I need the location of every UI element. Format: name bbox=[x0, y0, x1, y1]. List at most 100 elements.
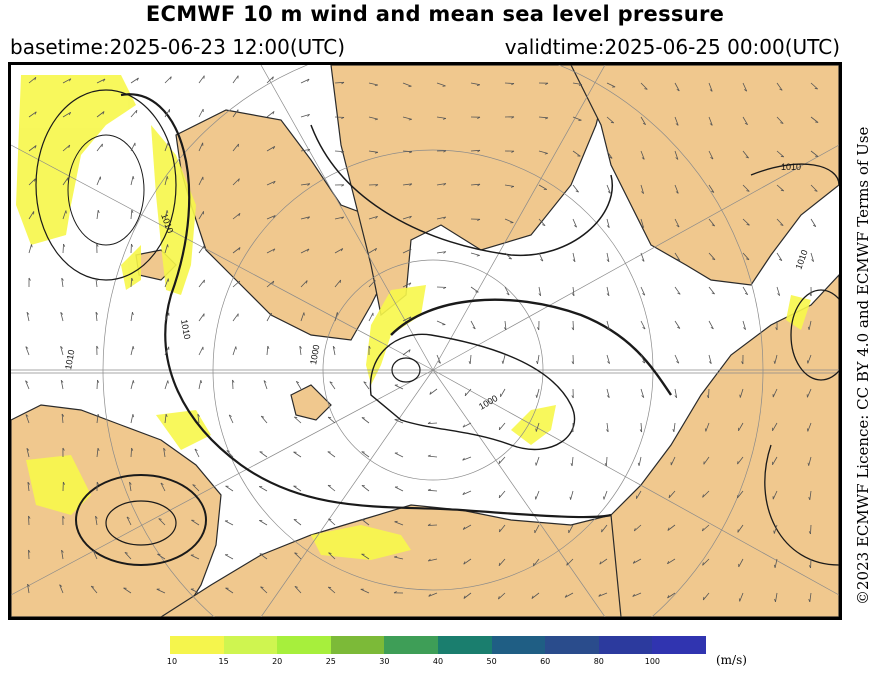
wind-arrow-head bbox=[166, 210, 169, 214]
wind-arrow bbox=[224, 520, 234, 526]
wind-arrow-head bbox=[606, 225, 610, 228]
wind-arrow bbox=[504, 286, 510, 296]
wind-arrow-head bbox=[498, 494, 501, 498]
wind-arrow bbox=[329, 381, 336, 390]
wind-arrow bbox=[300, 114, 310, 118]
wind-arrow-head bbox=[167, 380, 169, 384]
strong-wind-shading bbox=[16, 75, 811, 560]
wind-arrow-head bbox=[299, 345, 302, 349]
wind-arrow-head bbox=[607, 327, 610, 330]
wind-arrow-head bbox=[232, 379, 235, 383]
wind-arrow bbox=[130, 312, 133, 322]
wind-arrow bbox=[470, 149, 481, 152]
wind-arrow bbox=[774, 354, 778, 364]
wind-arrow-head bbox=[668, 494, 671, 498]
wind-arrow bbox=[62, 243, 64, 254]
wind-arrow-head bbox=[132, 380, 135, 384]
wind-arrow-head bbox=[328, 518, 332, 520]
wind-arrow bbox=[776, 150, 785, 158]
wind-arrow bbox=[428, 592, 438, 597]
wind-arrow-head bbox=[341, 151, 345, 154]
wind-arrow bbox=[266, 312, 272, 322]
wind-arrow bbox=[538, 286, 542, 296]
wind-arrow bbox=[742, 218, 750, 226]
wind-arrow-head bbox=[34, 111, 37, 115]
wind-arrow-head bbox=[409, 248, 412, 252]
wind-arrow-head bbox=[743, 327, 746, 330]
wind-arrow bbox=[606, 150, 613, 159]
wind-arrow bbox=[62, 111, 71, 118]
wind-arrow-head bbox=[641, 157, 645, 160]
wind-arrow-head bbox=[606, 429, 609, 433]
wind-arrow bbox=[498, 592, 506, 600]
wind-arrow bbox=[28, 76, 37, 84]
wind-arrow-head bbox=[307, 183, 311, 186]
wind-arrow-head bbox=[677, 326, 681, 329]
isobar-east-low bbox=[790, 289, 839, 381]
wind-arrow-head bbox=[780, 122, 784, 124]
wind-arrow-head bbox=[272, 111, 275, 115]
wind-arrow-head bbox=[59, 584, 63, 587]
wind-arrow-head bbox=[28, 549, 31, 553]
isobar-label: 1010 bbox=[781, 162, 801, 172]
wind-arrow bbox=[327, 484, 336, 492]
wind-arrow-head bbox=[273, 215, 276, 219]
wind-arrow-head bbox=[273, 181, 276, 184]
wind-arrow-head bbox=[374, 248, 377, 252]
wind-arrow-head bbox=[129, 481, 132, 485]
wind-arrow bbox=[504, 252, 512, 260]
wind-arrow-head bbox=[598, 593, 601, 597]
wind-arrow-head bbox=[676, 224, 680, 228]
wind-arrow-head bbox=[409, 183, 413, 186]
wind-arrow bbox=[96, 210, 99, 220]
wind-arrow-head bbox=[675, 191, 679, 194]
wind-arrow-head bbox=[811, 259, 814, 262]
wind-arrow bbox=[28, 549, 30, 560]
wind-arrow bbox=[361, 485, 370, 492]
wind-arrow-head bbox=[808, 598, 811, 603]
wind-arrow-head bbox=[773, 360, 776, 364]
wind-arrow-head bbox=[477, 116, 481, 119]
wind-arrow bbox=[534, 524, 540, 534]
wind-arrow bbox=[293, 519, 302, 526]
wind-arrow-head bbox=[26, 448, 30, 451]
wind-arrow bbox=[667, 592, 676, 599]
wind-arrow bbox=[198, 279, 205, 288]
wind-arrow-head bbox=[641, 259, 645, 262]
colorbar-swatch bbox=[652, 636, 706, 654]
wind-arrow bbox=[572, 218, 577, 228]
wind-arrow bbox=[810, 82, 818, 90]
wind-arrow bbox=[708, 184, 715, 193]
wind-arrow-head bbox=[710, 326, 714, 330]
wind-arrow bbox=[538, 116, 549, 119]
wind-arrow-head bbox=[462, 526, 466, 530]
wind-arrow bbox=[606, 286, 610, 296]
wind-arrow-head bbox=[194, 448, 198, 452]
wind-arrow bbox=[640, 252, 645, 262]
wind-arrow bbox=[198, 75, 205, 84]
wind-arrow bbox=[809, 490, 812, 500]
wind-arrow-head bbox=[200, 380, 203, 384]
wind-arrow-head bbox=[296, 380, 300, 384]
wind-arrow-head bbox=[393, 591, 397, 594]
colorbar-swatch bbox=[598, 636, 653, 654]
wind-arrow bbox=[427, 489, 438, 492]
wind-arrow-head bbox=[815, 121, 819, 123]
wind-arrow bbox=[402, 215, 412, 220]
wind-arrow bbox=[158, 518, 166, 526]
wind-arrow bbox=[130, 380, 134, 390]
wind-arrow-head bbox=[307, 114, 310, 117]
wind-arrow bbox=[164, 380, 169, 390]
wind-arrow-head bbox=[744, 89, 747, 92]
wind-arrow bbox=[572, 150, 581, 157]
wind-arrow bbox=[703, 456, 710, 465]
wind-arrow bbox=[572, 252, 576, 262]
wind-arrow-head bbox=[472, 326, 476, 330]
colorbar-tick-label: 100 bbox=[644, 657, 661, 666]
wind-arrow bbox=[436, 183, 446, 186]
wind-arrow bbox=[742, 252, 750, 260]
wind-arrow bbox=[60, 312, 64, 322]
wind-arrow bbox=[538, 252, 544, 262]
wind-arrow bbox=[368, 312, 374, 322]
isobar-label: 1010 bbox=[179, 319, 192, 340]
